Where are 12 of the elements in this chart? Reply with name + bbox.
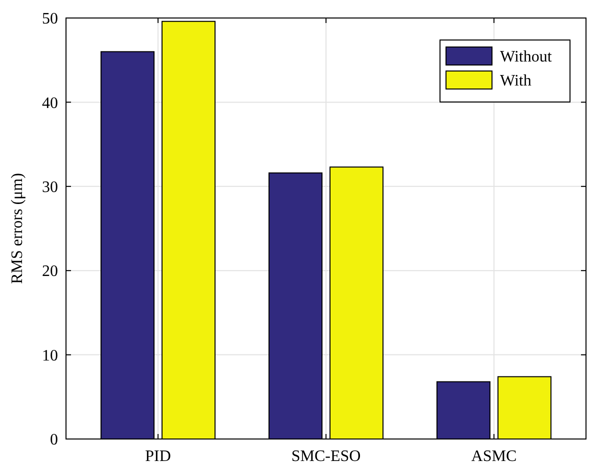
y-tick-label: 20 [42,263,58,280]
x-tick-label: PID [145,448,171,465]
y-tick-label: 10 [42,347,58,364]
y-tick-label: 40 [42,94,58,112]
y-axis-title: RMS errors (μm) [9,173,26,284]
x-tick-label: SMC-ESO [291,448,361,465]
y-tick-label: 30 [42,179,58,196]
legend-label: Without [500,48,552,66]
y-tick-label: 50 [42,10,58,28]
x-tick-label: ASMC [471,448,517,465]
legend-label: With [500,72,532,90]
y-tick-label: 0 [50,432,58,449]
